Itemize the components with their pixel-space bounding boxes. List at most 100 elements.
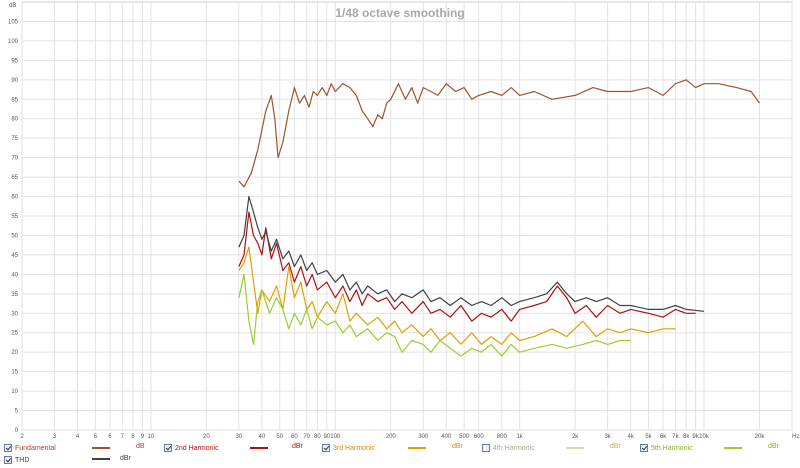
frequency-response-chart: 0510152025303540455055606570758085909510… [8,1,799,440]
y-axis-unit: dB [9,3,16,9]
series-line-3rd-harmonic [238,246,676,345]
5th-harmonic-label: 5th Harmonic [651,444,693,452]
x-tick-label: 300 [418,434,429,440]
4th-harmonic-line-swatch [566,447,584,449]
x-tick-label: 20 [203,434,210,440]
x-tick-label: 7 [121,434,125,440]
y-tick-label: 40 [11,272,18,278]
series-lines [238,79,760,357]
thd-line-swatch [92,458,110,460]
x-tick-label: 20k [755,434,766,440]
x-tick-label: 10k [699,434,710,440]
2nd-harmonic-checkbox[interactable] [164,444,172,452]
series-line-5th-harmonic [238,273,631,357]
grid [21,2,793,431]
y-tick-label: 60 [11,195,18,201]
x-tick-label: 4 [76,434,80,440]
x-tick-label: 3k [604,434,611,440]
legend-item-2nd-harmonic[interactable]: 2nd Harmonic [160,442,219,454]
y-tick-label: 70 [11,156,18,162]
5th-harmonic-line-swatch [724,447,742,449]
x-tick-label: 30 [236,434,243,440]
x-tick-label: 50 [276,434,283,440]
x-axis-unit: Hz [792,434,799,440]
fundamental-line-swatch [92,447,110,449]
4th-harmonic-label: 4th Harmonic [493,444,535,452]
y-tick-label: 50 [11,233,18,239]
legend-item-thd[interactable]: THD [0,454,29,466]
y-tick-label: 45 [11,253,18,259]
thd-checkbox[interactable] [4,456,12,464]
x-tick-label: 6 [108,434,112,440]
x-tick-label: 5k [645,434,652,440]
series-line-fundamental [238,79,760,188]
legend-item-fundamental[interactable]: Fundamental [0,442,56,454]
x-tick-label: 70 [303,434,310,440]
x-tick-label: 200 [386,434,397,440]
3rd-harmonic-checkbox[interactable] [322,444,330,452]
chart-title: 1/48 octave smoothing [335,6,464,20]
5th-harmonic-unit: dBr [768,443,779,450]
x-tick-label: 90 [323,434,330,440]
x-tick-label: 8k [683,434,690,440]
x-tick-label: 5 [94,434,98,440]
y-tick-label: 80 [11,117,18,123]
series-line-2nd-harmonic [238,211,696,322]
series-line-thd [238,195,705,312]
y-tick-label: 90 [11,78,18,84]
x-tick-label: 100 [330,434,341,440]
y-tick-label: 30 [11,311,18,317]
x-tick-label: 6k [660,434,667,440]
3rd-harmonic-line-swatch [408,447,426,449]
x-tick-label: 9 [141,434,145,440]
thd-label: THD [15,456,30,464]
thd-unit: dBr [120,455,131,462]
y-tick-label: 35 [11,292,18,298]
3rd-harmonic-label: 3rd Harmonic [333,444,376,452]
x-tick-label: 600 [474,434,485,440]
2nd-harmonic-line-swatch [250,447,268,449]
4th-harmonic-checkbox[interactable] [482,444,490,452]
x-tick-label: 3 [53,434,57,440]
x-tick-label: 10 [148,434,155,440]
y-tick-label: 5 [15,409,19,415]
x-tick-label: 7k [672,434,679,440]
x-tick-label: 400 [441,434,452,440]
2nd-harmonic-label: 2nd Harmonic [175,444,219,452]
y-tick-label: 10 [11,389,18,395]
y-tick-label: 0 [15,428,19,434]
y-tick-label: 105 [8,19,19,25]
x-axis-ticks: 2 3 4 5 6 7 8 9 10 20 30 40 50 60 70 80 90 100 200 300 400 50… [20,434,765,440]
y-tick-label: 65 [11,175,18,181]
legend-item-5th-harmonic[interactable]: 5th Harmonic [636,442,693,454]
y-tick-label: 55 [11,214,18,220]
x-tick-label: 9k [692,434,699,440]
x-tick-label: 2k [572,434,579,440]
4th-harmonic-unit: dBr [610,443,621,450]
y-tick-label: 75 [11,136,18,142]
2nd-harmonic-unit: dBr [292,443,303,450]
x-tick-label: 80 [314,434,321,440]
x-tick-label: 8 [131,434,135,440]
legend-item-4th-harmonic[interactable]: 4th Harmonic [478,442,535,454]
fundamental-checkbox[interactable] [4,444,12,452]
y-tick-label: 25 [11,331,18,337]
x-tick-label: 4k [627,434,634,440]
legend-item-3rd-harmonic[interactable]: 3rd Harmonic [318,442,375,454]
x-tick-label: 60 [291,434,298,440]
legend: Fundamental dB 2nd Harmonic dBr 3rd Harm… [0,441,800,468]
x-tick-label: 800 [497,434,508,440]
x-tick-label: 40 [259,434,266,440]
fundamental-label: Fundamental [15,444,56,452]
y-tick-label: 15 [11,370,18,376]
fundamental-unit: dB [136,443,145,450]
x-tick-label: 1k [516,434,523,440]
y-tick-label: 20 [11,350,18,356]
x-tick-label: 500 [459,434,470,440]
y-tick-label: 95 [11,58,18,64]
5th-harmonic-checkbox[interactable] [640,444,648,452]
y-tick-label: 100 [8,39,19,45]
x-tick-label: 2 [20,434,24,440]
3rd-harmonic-unit: dBr [452,443,463,450]
y-axis-ticks: 0 5 10 15 20 25 30 35 40 45 50 55 60 65 70 75 80 85 90 95 10… [8,19,19,434]
